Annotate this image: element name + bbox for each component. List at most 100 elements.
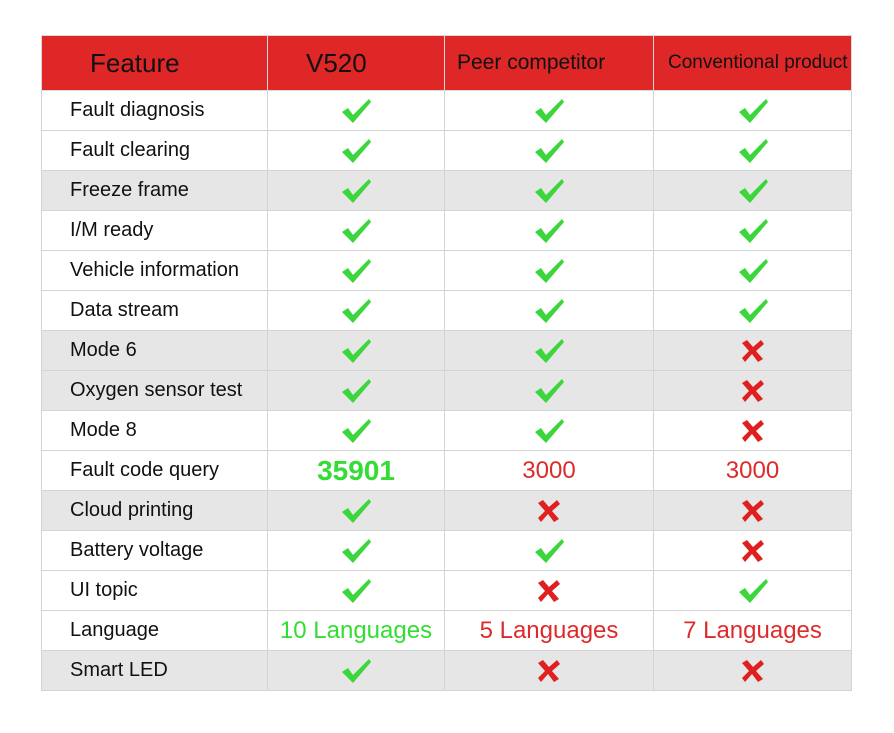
cross-shape bbox=[741, 499, 764, 522]
header-cell: V520 bbox=[267, 35, 445, 91]
value-cell bbox=[267, 330, 445, 371]
value-cell: 5 Languages bbox=[444, 610, 654, 651]
cross-shape bbox=[538, 659, 560, 682]
feature-cell: Oxygen sensor test bbox=[41, 370, 268, 411]
value-cell bbox=[653, 290, 852, 331]
check-shape bbox=[535, 218, 564, 243]
cross-icon bbox=[538, 659, 560, 682]
check-shape bbox=[342, 658, 371, 683]
check-icon bbox=[342, 258, 371, 283]
check-icon bbox=[535, 98, 564, 123]
value-cell bbox=[653, 570, 852, 611]
check-shape bbox=[738, 578, 768, 603]
check-shape bbox=[342, 538, 371, 563]
value-cell bbox=[444, 410, 654, 451]
value-cell bbox=[444, 90, 654, 131]
check-shape bbox=[342, 578, 371, 603]
check-shape bbox=[738, 218, 768, 243]
header-cell: Feature bbox=[41, 35, 268, 91]
header-cell: Conventional product bbox=[653, 35, 852, 91]
check-shape bbox=[738, 178, 768, 203]
check-shape bbox=[738, 258, 768, 283]
check-icon bbox=[738, 298, 768, 323]
cross-icon bbox=[741, 499, 764, 522]
value-cell bbox=[653, 250, 852, 291]
value-cell bbox=[267, 650, 445, 691]
check-shape bbox=[738, 298, 768, 323]
value-cell bbox=[267, 90, 445, 131]
comparison-table-wrap: Feature V520 Peer competitor Conventional p… bbox=[41, 35, 852, 691]
cross-icon bbox=[741, 339, 764, 362]
cross-shape bbox=[741, 539, 764, 562]
cross-shape bbox=[538, 579, 560, 602]
value-cell bbox=[267, 570, 445, 611]
check-icon bbox=[535, 138, 564, 163]
value-cell bbox=[267, 370, 445, 411]
value-text: 5 Languages bbox=[479, 616, 619, 644]
value-cell bbox=[444, 530, 654, 571]
value-cell bbox=[444, 650, 654, 691]
value-cell bbox=[653, 210, 852, 251]
value-cell bbox=[267, 290, 445, 331]
check-icon bbox=[535, 338, 564, 363]
table-row: Cloud printing bbox=[41, 490, 852, 531]
check-icon bbox=[738, 178, 768, 203]
cross-icon bbox=[741, 419, 764, 442]
value-cell bbox=[653, 490, 852, 531]
check-icon bbox=[535, 258, 564, 283]
table-row: UI topic bbox=[41, 570, 852, 611]
check-shape bbox=[342, 138, 371, 163]
value-cell bbox=[653, 530, 852, 571]
check-icon bbox=[535, 378, 564, 403]
feature-cell: I/M ready bbox=[41, 210, 268, 251]
value-cell bbox=[653, 90, 852, 131]
check-shape bbox=[738, 98, 768, 123]
check-icon bbox=[342, 498, 371, 523]
check-icon bbox=[342, 418, 371, 443]
value-cell bbox=[653, 170, 852, 211]
value-cell: 35901 bbox=[267, 450, 445, 491]
value-cell bbox=[653, 370, 852, 411]
check-icon bbox=[342, 378, 371, 403]
feature-cell: Cloud printing bbox=[41, 490, 268, 531]
table-row: Smart LED bbox=[41, 650, 852, 691]
cross-shape bbox=[741, 379, 764, 402]
table-row: Fault diagnosis bbox=[41, 90, 852, 131]
value-cell bbox=[444, 210, 654, 251]
value-cell bbox=[653, 130, 852, 171]
check-icon bbox=[738, 578, 768, 603]
feature-cell: Language bbox=[41, 610, 268, 651]
value-cell bbox=[444, 250, 654, 291]
table-row: Mode 8 bbox=[41, 410, 852, 451]
feature-cell: Mode 6 bbox=[41, 330, 268, 371]
value-text: 3000 bbox=[522, 456, 576, 484]
value-cell: 7 Languages bbox=[653, 610, 852, 651]
check-icon bbox=[342, 538, 371, 563]
check-icon bbox=[738, 258, 768, 283]
cross-icon bbox=[741, 659, 764, 682]
table-row: Vehicle information bbox=[41, 250, 852, 291]
value-cell bbox=[653, 650, 852, 691]
check-shape bbox=[342, 98, 371, 123]
check-icon bbox=[342, 578, 371, 603]
check-shape bbox=[535, 178, 564, 203]
value-cell bbox=[267, 410, 445, 451]
check-icon bbox=[342, 338, 371, 363]
feature-cell: Data stream bbox=[41, 290, 268, 331]
check-icon bbox=[738, 98, 768, 123]
cross-icon bbox=[538, 499, 560, 522]
check-icon bbox=[535, 538, 564, 563]
check-shape bbox=[342, 338, 371, 363]
check-icon bbox=[535, 218, 564, 243]
feature-cell: Fault code query bbox=[41, 450, 268, 491]
value-text: 10 Languages bbox=[279, 616, 433, 644]
comparison-table: Feature V520 Peer competitor Conventional p… bbox=[41, 35, 852, 691]
check-shape bbox=[342, 298, 371, 323]
feature-cell: Smart LED bbox=[41, 650, 268, 691]
table-row: Mode 6 bbox=[41, 330, 852, 371]
value-cell bbox=[444, 570, 654, 611]
value-cell bbox=[267, 210, 445, 251]
check-shape bbox=[342, 498, 371, 523]
feature-cell: UI topic bbox=[41, 570, 268, 611]
